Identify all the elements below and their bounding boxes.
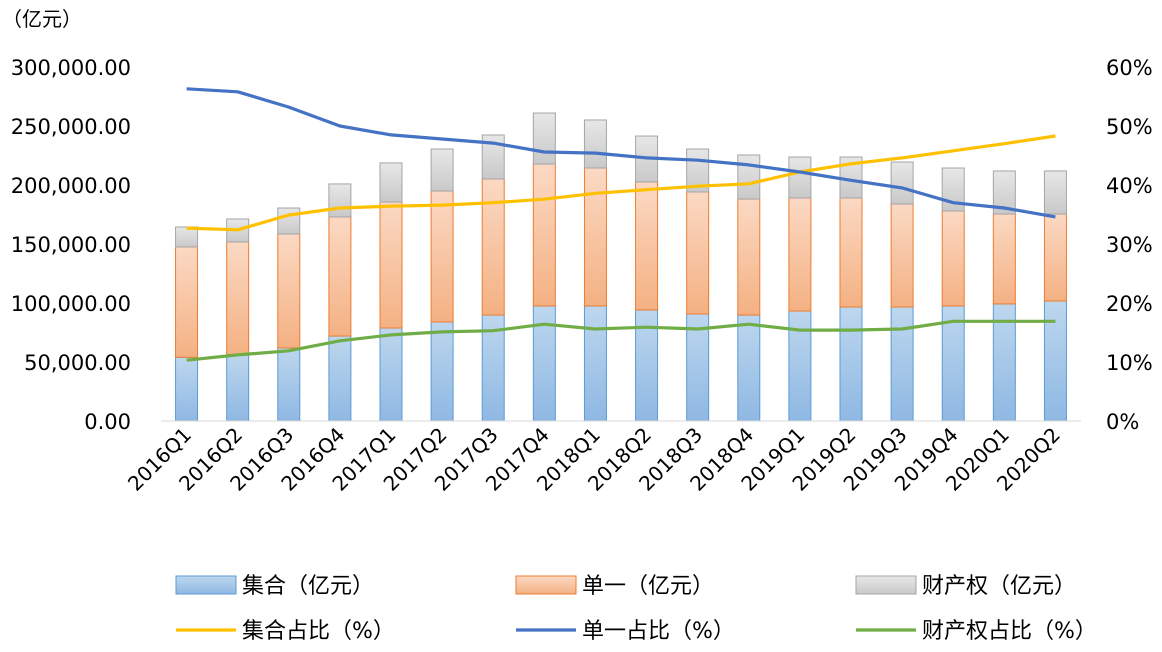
bar-single xyxy=(430,190,454,323)
legend-swatch xyxy=(855,575,917,595)
left-axis: 0.00 50,000.00 100,000.00 150,000.00 200,000… xyxy=(11,56,131,434)
lines xyxy=(186,87,1056,362)
bar-single xyxy=(277,233,301,349)
bar-single xyxy=(686,191,710,315)
bar-single xyxy=(328,216,352,337)
right-tick-label: 50% xyxy=(1106,115,1153,139)
left-tick-label: 0.00 xyxy=(84,410,131,434)
right-tick-label: 10% xyxy=(1106,351,1153,375)
left-tick-label: 50,000.00 xyxy=(24,351,131,375)
bar-collective xyxy=(788,310,812,422)
bar-property xyxy=(1043,170,1067,215)
legend-swatch xyxy=(515,575,577,595)
line-property-share xyxy=(186,319,1056,362)
unit-label: （亿元） xyxy=(2,7,82,31)
bar-single xyxy=(226,241,250,356)
legend-label: 集合占比（%） xyxy=(242,619,395,644)
line-collective-share xyxy=(186,134,1056,232)
bar-collective xyxy=(1043,300,1067,422)
bar-collective xyxy=(175,356,199,422)
bar-collective xyxy=(328,335,352,422)
bar-single xyxy=(839,197,863,308)
bar-property xyxy=(175,226,199,248)
bar-property xyxy=(737,154,761,200)
bar-single xyxy=(583,167,607,307)
left-tick-label: 250,000.00 xyxy=(11,115,131,139)
bar-single xyxy=(175,246,199,358)
right-axis: 0% 10% 20% 30% 40% 50% 60% xyxy=(1106,56,1153,434)
bar-property xyxy=(328,183,352,218)
bar-collective xyxy=(379,327,403,422)
bar-collective xyxy=(839,306,863,422)
legend-swatch xyxy=(175,575,237,595)
bar-single xyxy=(737,198,761,316)
bar-single xyxy=(992,213,1016,305)
bar-collective xyxy=(583,305,607,422)
bars xyxy=(175,112,1067,422)
legend-label: 单一（亿元） xyxy=(582,574,714,599)
bar-property xyxy=(481,134,505,180)
right-tick-label: 60% xyxy=(1106,56,1153,80)
legend-label: 集合（亿元） xyxy=(242,574,374,599)
left-tick-label: 100,000.00 xyxy=(11,292,131,316)
left-tick-label: 150,000.00 xyxy=(11,233,131,257)
right-tick-label: 40% xyxy=(1106,174,1153,198)
legend: 集合（亿元） 单一（亿元） 财产权（亿元） 集合占比（%） 单一占比（%） 财产权占比（%… xyxy=(175,574,1097,644)
bar-single xyxy=(1043,213,1067,302)
right-tick-label: 0% xyxy=(1106,410,1139,434)
bar-single xyxy=(890,203,914,308)
bar-single xyxy=(481,178,505,316)
bar-single xyxy=(532,163,556,307)
bar-property xyxy=(532,112,556,165)
bar-collective xyxy=(430,321,454,422)
bar-property xyxy=(890,161,914,205)
left-tick-label: 200,000.00 xyxy=(11,174,131,198)
bar-property xyxy=(992,170,1016,215)
bar-property xyxy=(430,148,454,192)
bar-single xyxy=(379,201,403,329)
bar-single xyxy=(941,210,965,307)
legend-label: 财产权（亿元） xyxy=(922,574,1076,599)
line-single-share xyxy=(186,87,1056,219)
bar-single xyxy=(635,181,659,311)
x-axis: 2016Q12016Q22016Q32016Q42017Q12017Q22017… xyxy=(123,423,1065,496)
left-tick-label: 300,000.00 xyxy=(11,56,131,80)
bar-property xyxy=(788,156,812,199)
bar-property xyxy=(379,162,403,203)
bar-property xyxy=(277,207,301,235)
legend-label: 单一占比（%） xyxy=(582,619,735,644)
bar-property xyxy=(583,119,607,169)
bar-collective xyxy=(277,347,301,422)
bar-collective xyxy=(737,314,761,422)
bar-collective xyxy=(890,306,914,422)
bar-single xyxy=(788,197,812,312)
right-tick-label: 30% xyxy=(1106,233,1153,257)
bar-collective xyxy=(226,354,250,422)
legend-label: 财产权占比（%） xyxy=(922,619,1097,644)
right-tick-label: 20% xyxy=(1106,292,1153,316)
